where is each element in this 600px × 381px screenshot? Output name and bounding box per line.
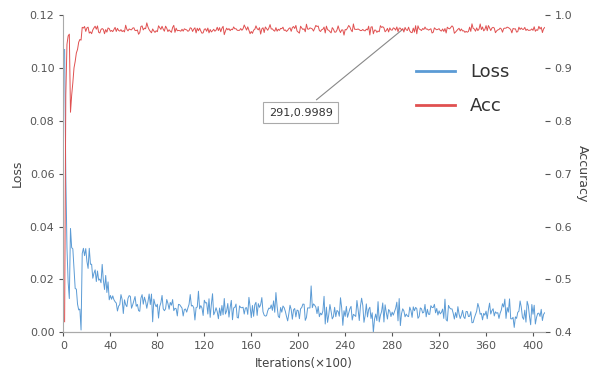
X-axis label: Iterations(×100): Iterations(×100) xyxy=(255,357,353,370)
Y-axis label: Loss: Loss xyxy=(11,160,24,187)
Y-axis label: Accuracy: Accuracy xyxy=(576,145,589,202)
Text: 291,0.9989: 291,0.9989 xyxy=(269,29,403,118)
Legend: Loss, Acc: Loss, Acc xyxy=(409,56,517,123)
